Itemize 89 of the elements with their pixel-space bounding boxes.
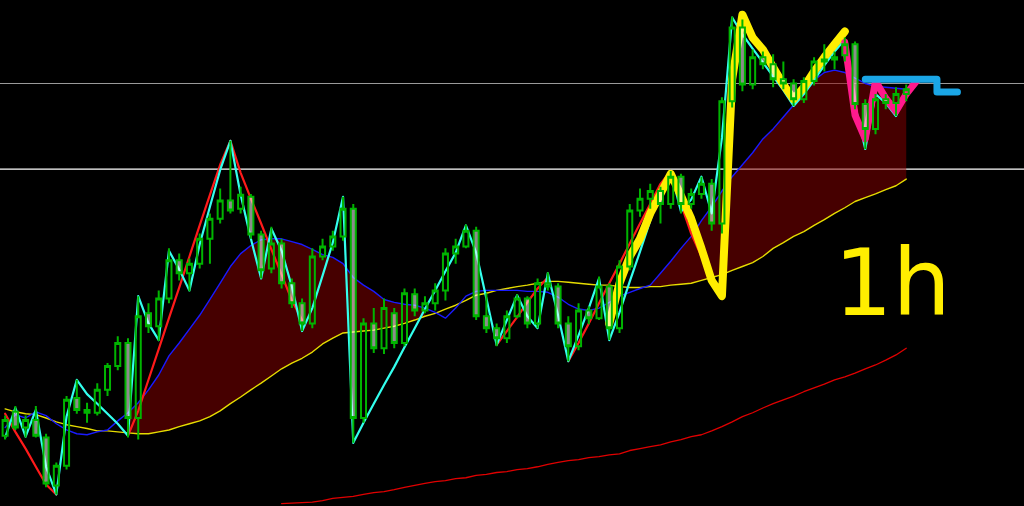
- candlestick: [155, 289, 163, 343]
- candlestick: [718, 96, 726, 235]
- candlestick: [288, 277, 296, 310]
- candlestick: [124, 337, 132, 439]
- candlestick: [400, 287, 408, 348]
- candlestick: [646, 182, 654, 210]
- candlestick: [872, 93, 880, 136]
- candlestick: [493, 322, 501, 348]
- candlestick: [144, 302, 152, 334]
- candlestick: [63, 395, 71, 471]
- candlestick: [616, 259, 624, 334]
- candlestick: [319, 237, 327, 262]
- candlestick: [216, 187, 224, 225]
- candlestick: [308, 247, 316, 330]
- candlestick: [534, 277, 542, 330]
- candlestick: [134, 295, 142, 441]
- candlestick: [687, 187, 695, 210]
- candlestick: [482, 292, 490, 334]
- candlestick: [390, 307, 398, 350]
- candlestick: [841, 36, 849, 63]
- candlestick: [759, 50, 767, 71]
- candlestick: [882, 93, 890, 111]
- candlestick: [554, 282, 562, 330]
- candlestick: [104, 362, 112, 398]
- candlestick: [257, 229, 265, 280]
- candlestick: [605, 282, 613, 342]
- candlestick: [42, 432, 50, 489]
- candlestick: [360, 317, 368, 424]
- candlestick: [278, 237, 286, 290]
- candlestick: [564, 315, 572, 363]
- candlestick: [790, 78, 798, 107]
- candlestick: [452, 237, 460, 265]
- candlestick: [800, 76, 808, 105]
- candlestick: [329, 229, 337, 252]
- candlestick: [185, 257, 193, 293]
- candlestick: [226, 139, 234, 215]
- candlestick: [472, 225, 480, 322]
- candlestick: [831, 50, 839, 71]
- candlestick: [861, 98, 869, 150]
- candlestick: [73, 378, 81, 415]
- candlestick: [728, 15, 736, 109]
- candlestick: [667, 169, 675, 210]
- candlestick: [165, 247, 173, 305]
- candlestick: [810, 56, 818, 87]
- candlestick: [196, 232, 204, 270]
- candlestick: [769, 53, 777, 89]
- candlestick: [11, 405, 19, 431]
- candlestick: [544, 271, 552, 292]
- candlestick: [779, 60, 787, 91]
- candlestick: [902, 83, 910, 103]
- candlestick: [267, 225, 275, 275]
- candlestick: [175, 252, 183, 282]
- candlestick: [247, 192, 255, 240]
- candlestick: [339, 195, 347, 242]
- candlestick: [441, 247, 449, 302]
- candlestick: [595, 275, 603, 322]
- candlestick: [851, 40, 859, 111]
- candlestick: [298, 297, 306, 333]
- candlestick: [697, 175, 705, 200]
- candlestick: [462, 223, 470, 250]
- candlestick: [738, 18, 746, 93]
- candlestick: [677, 172, 685, 215]
- candlestick: [114, 335, 122, 372]
- candlestick: [585, 305, 593, 326]
- candlestick: [892, 86, 900, 117]
- candlestick: [380, 297, 388, 355]
- candlestick: [708, 178, 716, 232]
- candlestick: [206, 212, 214, 265]
- candlestick: [52, 461, 60, 496]
- candlestick: [22, 414, 30, 439]
- candlestick: [431, 282, 439, 312]
- candlestick: [656, 185, 664, 225]
- candlestick: [523, 295, 531, 330]
- candlestick: [749, 48, 757, 91]
- candlestick: [93, 382, 101, 417]
- candlestick: [411, 287, 419, 318]
- candlestick: [820, 43, 828, 73]
- candlestick: [636, 187, 644, 218]
- candlestick: [575, 302, 583, 352]
- candlestick: [626, 202, 634, 272]
- candlestick: [513, 293, 521, 320]
- candlestick: [421, 295, 429, 315]
- candlestick: [32, 405, 40, 439]
- candlestick: [1, 414, 9, 441]
- candlestick: [349, 202, 357, 444]
- candlestick: [370, 307, 378, 355]
- candlestick: [83, 401, 91, 424]
- candlestick: [503, 309, 511, 344]
- candlestick: [237, 185, 245, 215]
